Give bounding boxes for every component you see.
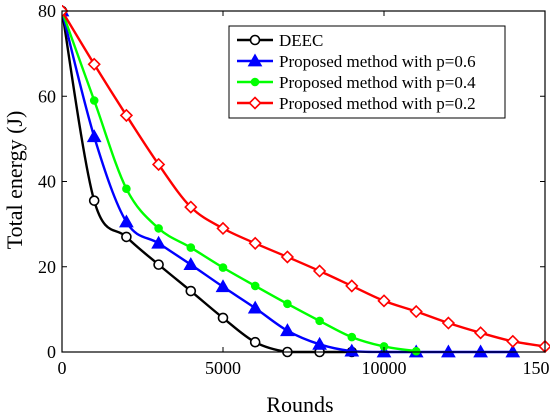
data-point — [153, 259, 164, 270]
data-point — [215, 279, 231, 293]
data-point — [315, 316, 324, 326]
data-point — [250, 281, 260, 291]
data-point — [441, 344, 456, 358]
data-point — [218, 263, 228, 272]
data-point — [247, 300, 263, 314]
legend-label: Proposed method with p=0.2 — [279, 94, 476, 113]
data-point — [505, 344, 521, 358]
x-tick-label: 0 — [58, 358, 67, 378]
data-point — [87, 57, 101, 71]
data-point — [280, 250, 295, 264]
data-point — [312, 264, 327, 278]
y-tick-label: 80 — [38, 1, 56, 21]
series-3 — [62, 5, 550, 354]
data-point — [151, 157, 166, 172]
series-2 — [62, 6, 421, 356]
data-point — [88, 195, 100, 206]
legend-label: Proposed method with p=0.6 — [279, 52, 476, 71]
data-point — [217, 312, 229, 324]
data-point — [377, 294, 391, 308]
data-point — [121, 231, 132, 243]
legend-entry: Proposed method with p=0.2 — [237, 94, 476, 113]
y-axis-title: Total energy (J) — [2, 111, 27, 250]
y-tick-label: 60 — [38, 86, 56, 106]
data-point — [248, 236, 262, 250]
data-point — [183, 257, 199, 270]
data-point — [411, 346, 421, 356]
legend-marker — [249, 34, 261, 46]
data-point — [345, 279, 359, 293]
data-point — [122, 184, 131, 194]
data-point — [184, 200, 198, 214]
data-point — [119, 214, 134, 228]
data-point — [154, 224, 163, 233]
axes: 0 5000 10000 15000 0 20 40 60 80 — [38, 1, 550, 378]
data-point — [347, 332, 357, 342]
data-point — [216, 221, 230, 236]
legend: DEEC Proposed method with p=0.6 Proposed m… — [228, 25, 506, 119]
data-point — [249, 336, 261, 348]
series-line — [62, 10, 546, 348]
y-tick-label: 20 — [38, 257, 56, 277]
data-point — [441, 316, 456, 330]
data-point — [473, 344, 488, 358]
legend-label: Proposed method with p=0.4 — [279, 73, 476, 92]
data-point — [344, 343, 360, 357]
data-point — [283, 299, 292, 309]
legend-marker — [250, 77, 260, 87]
legend-box — [228, 25, 506, 119]
data-point — [89, 96, 99, 105]
data-point — [280, 323, 295, 337]
legend-entry: Proposed method with p=0.6 — [237, 52, 476, 71]
data-point — [186, 243, 196, 252]
data-point — [473, 326, 488, 340]
x-tick-label: 15000 — [523, 358, 550, 378]
data-point — [151, 235, 166, 249]
y-tick-label: 40 — [38, 172, 56, 192]
legend-label: DEEC — [279, 31, 323, 50]
legend-entry: DEEC — [237, 31, 323, 50]
data-point — [506, 334, 520, 348]
legend-entry: Proposed method with p=0.4 — [237, 73, 476, 92]
data-point — [185, 285, 197, 297]
data-point — [86, 129, 102, 143]
x-axis-title: Rounds — [266, 392, 333, 416]
legend-marker — [248, 96, 262, 110]
y-tick-label: 0 — [47, 342, 56, 362]
x-tick-label: 10000 — [362, 358, 407, 378]
x-tick-label: 5000 — [205, 358, 241, 378]
legend-marker — [247, 53, 263, 67]
data-point — [119, 108, 134, 123]
data-point — [409, 304, 423, 319]
data-point — [312, 336, 327, 350]
